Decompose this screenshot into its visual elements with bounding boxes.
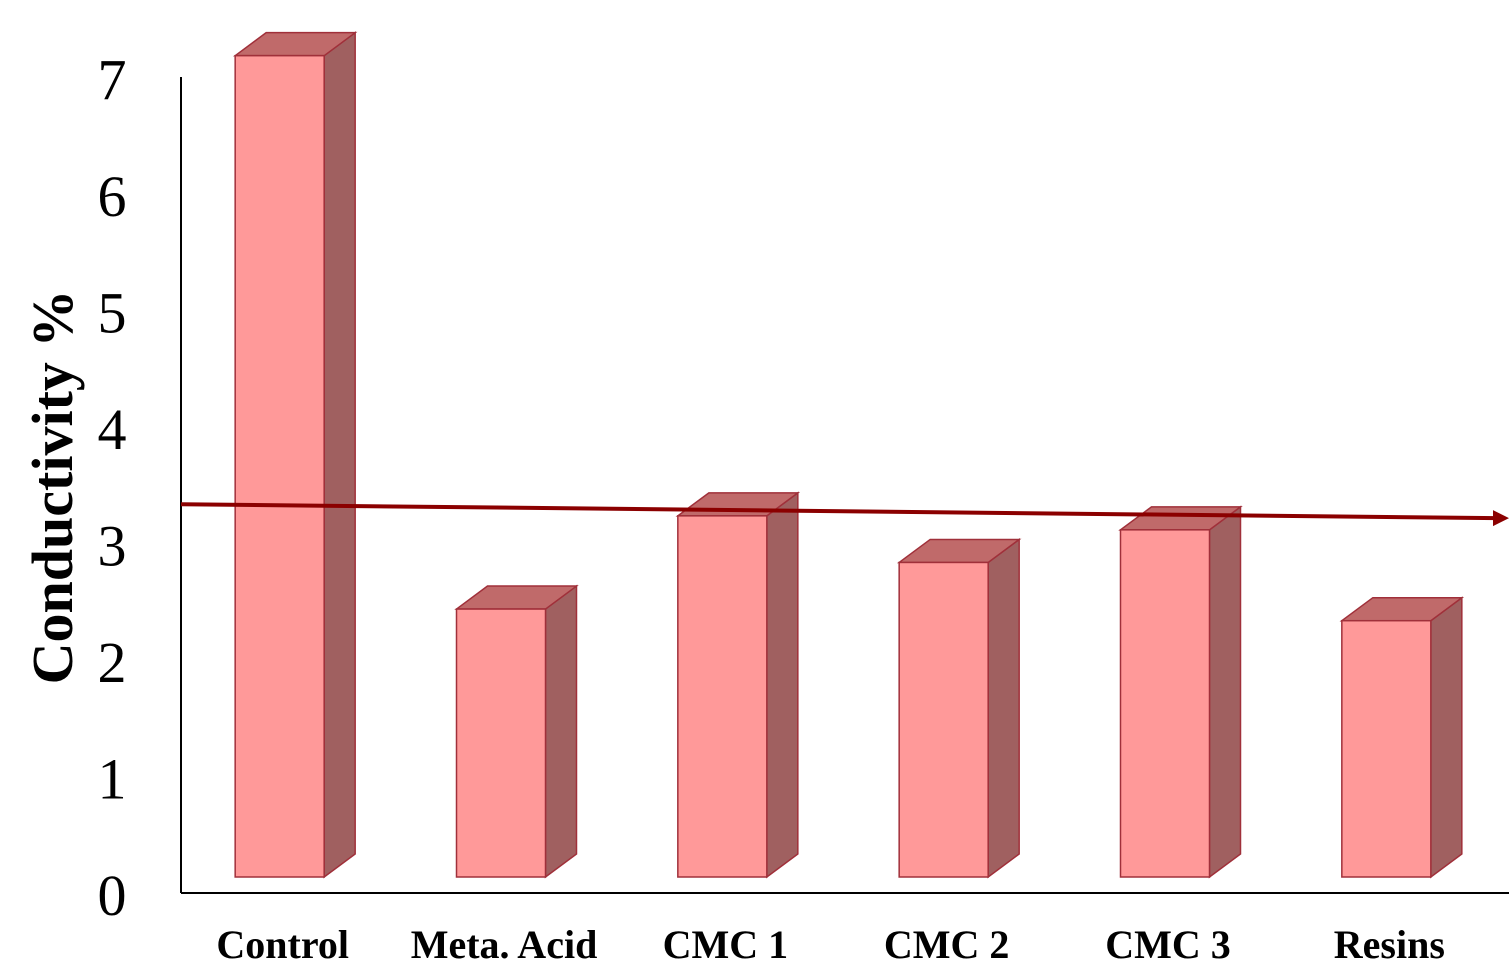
x-tick-label: Meta. Acid	[411, 922, 598, 960]
y-axis-title: Conductivity %	[20, 290, 85, 685]
x-tick-labels: Control Meta. Acid CMC 1 CMC 2 CMC 3 Resins	[216, 922, 1445, 960]
x-tick-label: Resins	[1334, 922, 1445, 960]
trendline	[180, 502, 1497, 521]
y-tick-label: 0	[98, 863, 127, 928]
bar-side-face	[544, 584, 578, 879]
bar-front-face	[234, 54, 325, 878]
bar-side-face	[323, 31, 356, 879]
x-tick-label: CMC 1	[663, 922, 789, 960]
x-tick-label: CMC 3	[1105, 922, 1231, 960]
bar-front-face	[677, 515, 768, 878]
bar-3	[896, 537, 1022, 879]
y-tick-label: 3	[98, 514, 127, 579]
bar-front-face	[455, 608, 547, 878]
y-tick-label: 1	[98, 747, 127, 812]
bars-group	[232, 31, 1465, 879]
bar-1	[454, 584, 579, 879]
bar-2	[675, 491, 801, 879]
y-tick-label: 7	[98, 48, 127, 113]
y-tick-label: 6	[98, 164, 127, 229]
x-tick-label: CMC 2	[884, 922, 1010, 960]
bar-side-face	[766, 491, 799, 879]
bar-side-face	[987, 537, 1020, 879]
bar-side-face	[1430, 596, 1463, 879]
trendline-group	[180, 502, 1509, 527]
y-tick-label: 4	[98, 397, 127, 462]
bar-0	[232, 31, 358, 879]
y-tick-label: 5	[98, 281, 127, 346]
trendline-arrowhead	[1493, 510, 1509, 527]
bar-front-face	[1341, 619, 1432, 878]
bar-side-face	[1208, 505, 1242, 879]
bar-5	[1339, 596, 1465, 879]
y-tick-labels: 0 1 2 3 4 5 6 7	[98, 48, 127, 929]
bar-4	[1118, 505, 1243, 879]
bar-front-face	[898, 561, 989, 878]
bar-front-face	[1119, 529, 1211, 878]
x-tick-label: Control	[216, 922, 349, 960]
y-tick-label: 2	[98, 630, 127, 695]
